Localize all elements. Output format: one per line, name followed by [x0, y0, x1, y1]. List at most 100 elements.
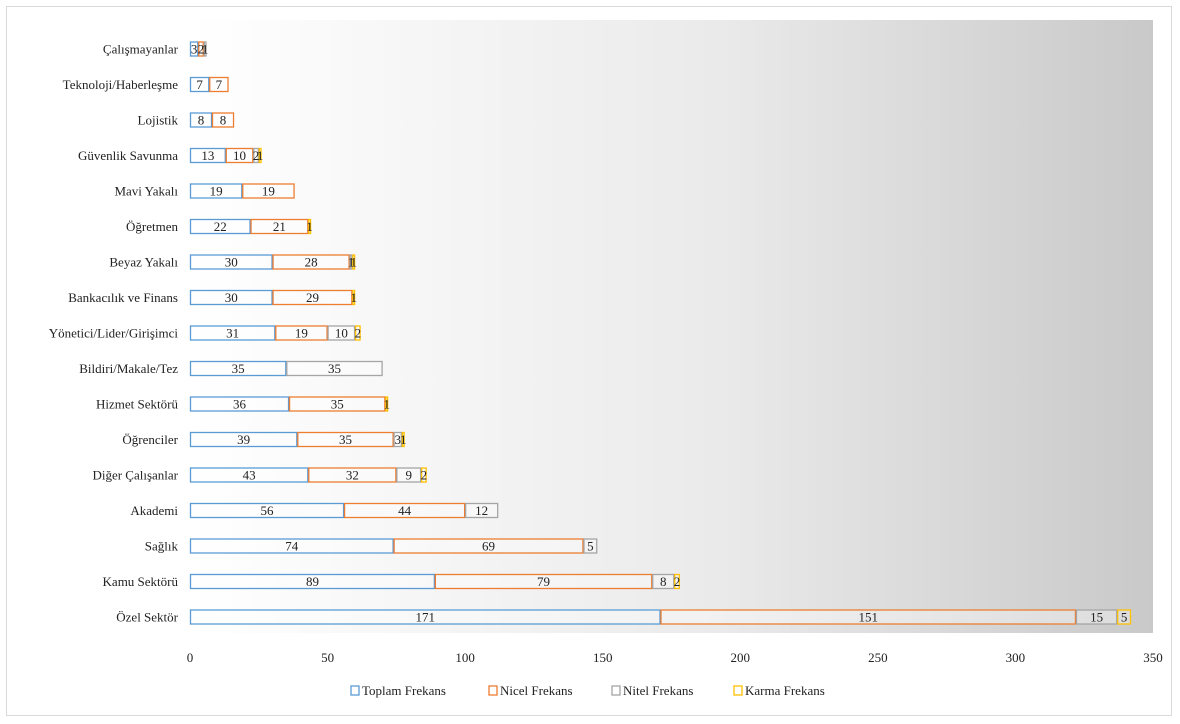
data-label: 12: [475, 503, 488, 518]
data-label: 151: [858, 610, 878, 625]
legend-swatch: [488, 685, 498, 696]
data-label: 1: [306, 219, 313, 234]
legend-swatch: [733, 685, 743, 696]
bar-segment: [349, 254, 353, 270]
data-label: 8: [220, 113, 227, 128]
bar-segment: [253, 147, 259, 164]
data-label: 35: [339, 432, 352, 447]
data-label: 5: [587, 539, 594, 554]
bar-segment: [308, 218, 312, 235]
legend-swatch: [611, 685, 621, 696]
data-label: 13: [201, 148, 214, 163]
data-label: 10: [233, 148, 246, 163]
category-label: Mavi Yakalı: [114, 184, 178, 199]
data-label: 35: [331, 397, 344, 412]
data-label: 5: [1121, 610, 1128, 625]
category-label: Akademi: [130, 503, 178, 518]
bar-segment: [209, 76, 229, 93]
data-label: 171: [415, 610, 435, 625]
bar-segment: [189, 431, 298, 448]
legend-label: Nicel Frekans: [500, 683, 573, 698]
data-label: 74: [285, 539, 299, 554]
category-label: Yönetici/Lider/Girişimci: [49, 326, 179, 341]
bar-segment: [189, 609, 661, 625]
category-label: Özel Sektör: [116, 610, 178, 625]
bar-segment: [352, 289, 356, 306]
x-tick-label: 150: [593, 650, 613, 665]
x-tick-label: 250: [868, 650, 888, 665]
bar-segment: [352, 254, 356, 270]
data-label: 1: [350, 255, 357, 270]
data-label: 30: [225, 255, 238, 270]
category-label: Çalışmayanlar: [103, 42, 179, 57]
data-label: 35: [232, 361, 245, 376]
data-label: 19: [295, 326, 308, 341]
bar-segment: [401, 431, 405, 448]
bar-segment: [250, 218, 309, 235]
data-label: 89: [306, 574, 319, 589]
bar-segment: [189, 289, 273, 306]
bar-segment: [189, 325, 276, 341]
data-label: 3: [191, 42, 198, 57]
bar-segment: [189, 467, 309, 483]
bar-segment: [297, 431, 394, 448]
bar-segment: [343, 502, 466, 519]
data-label: 10: [335, 326, 348, 341]
category-label: Teknoloji/Haberleşme: [63, 77, 179, 92]
data-label: 2: [355, 326, 362, 341]
data-label: 29: [306, 290, 319, 305]
data-label: 1: [383, 397, 390, 412]
data-label: 9: [405, 468, 412, 483]
data-label: 7: [216, 77, 223, 92]
category-label: Sağlık: [145, 539, 179, 554]
data-label: 31: [226, 326, 239, 341]
bar-segment: [272, 289, 353, 306]
bar-segment: [393, 538, 584, 554]
legend-label: Karma Frekans: [745, 683, 825, 698]
bar-segment: [583, 538, 598, 554]
bar-segment: [385, 396, 389, 412]
data-label: 8: [198, 113, 205, 128]
bar-segment: [203, 41, 207, 57]
category-label: Güvenlik Savunma: [78, 148, 178, 163]
data-label: 2: [674, 574, 681, 589]
category-label: Öğrenciler: [122, 432, 178, 447]
bar-segment: [308, 467, 397, 483]
x-tick-label: 350: [1143, 650, 1163, 665]
data-label: 3: [394, 432, 401, 447]
data-label: 19: [262, 184, 275, 199]
bar-segment: [189, 218, 251, 235]
data-label: 1: [350, 290, 357, 305]
bar-segment: [275, 325, 328, 341]
data-label: 69: [482, 539, 495, 554]
bar-segment: [189, 573, 436, 590]
bar-segment: [198, 41, 204, 57]
x-tick-label: 100: [455, 650, 475, 665]
bar-segment: [189, 254, 273, 270]
data-label: 36: [233, 397, 247, 412]
data-label: 19: [210, 184, 223, 199]
bar-segment: [189, 502, 345, 519]
bar-segment: [189, 76, 210, 93]
bar-segment: [286, 360, 383, 377]
bar-segment: [674, 573, 680, 590]
bar-segment: [189, 183, 243, 199]
bar-segment: [660, 609, 1077, 625]
bar-segment: [272, 254, 350, 270]
legend-label: Toplam Frekans: [362, 683, 446, 698]
bar-segment: [1075, 609, 1118, 625]
data-label: 44: [398, 503, 412, 518]
data-label: 43: [243, 468, 256, 483]
bar-segment: [189, 41, 199, 57]
data-label: 79: [537, 574, 550, 589]
bar-segment: [464, 502, 499, 519]
bar-segment: [420, 467, 427, 483]
data-label: 30: [225, 290, 238, 305]
bar-segment: [189, 538, 394, 554]
data-label: 2: [253, 148, 260, 163]
data-label: 8: [660, 574, 667, 589]
bar-segment: [225, 147, 254, 164]
data-label: 2: [198, 42, 205, 57]
data-label: 1: [400, 432, 407, 447]
